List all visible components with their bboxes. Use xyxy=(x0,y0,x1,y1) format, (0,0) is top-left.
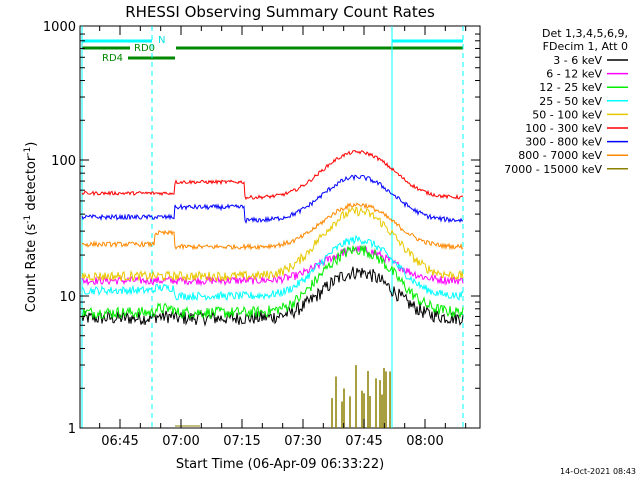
series-line xyxy=(81,234,464,302)
x-axis-label: Start Time (06-Apr-09 06:33:22) xyxy=(176,457,384,472)
legend-entry-label: 300 - 800 keV xyxy=(525,136,602,149)
series-line xyxy=(81,245,464,287)
x-tick-label: 07:15 xyxy=(223,434,260,449)
x-tick-label: 08:00 xyxy=(406,434,443,449)
y-tick-label: 100 xyxy=(51,154,76,169)
flag-n-label: N xyxy=(158,35,165,46)
y-axis-label-mid: detector xyxy=(24,155,39,215)
legend-entry-label: 100 - 300 keV xyxy=(525,122,602,135)
series-line xyxy=(81,266,464,327)
x-tick-label: 07:30 xyxy=(284,434,321,449)
y-tick-label: 10 xyxy=(59,290,76,305)
y-axis-label-main: Count Rate (s xyxy=(24,224,39,313)
legend-entry-label: 7000 - 15000 keV xyxy=(504,163,602,176)
timestamp: 14-Oct-2021 08:43 xyxy=(560,467,636,476)
y-axis-label-sup2: -1 xyxy=(23,147,33,156)
flag-rd0-label: RD0 xyxy=(134,43,155,54)
axes-layer: 1 10 100 1000 06:45 07:00 07:15 07:30 07:45 08:00 xyxy=(43,20,480,449)
series-line xyxy=(81,206,464,282)
series-line xyxy=(81,150,464,201)
time-markers xyxy=(81,26,464,428)
y-axis-label-end: ) xyxy=(24,142,39,147)
y-axis-label: Count Rate (s-1 detector-1) xyxy=(23,142,39,313)
series-line xyxy=(81,174,464,224)
legend-entry-label: 12 - 25 keV xyxy=(539,81,602,94)
y-axis-label-sup1: -1 xyxy=(23,215,33,224)
x-tick-label: 07:45 xyxy=(345,434,382,449)
chart-title: RHESSI Observing Summary Count Rates xyxy=(125,3,435,21)
legend-entry-label: 50 - 100 keV xyxy=(532,108,602,121)
flag-bars: N RD0 RD4 xyxy=(82,35,463,64)
legend: Det 1,3,4,5,6,9, FDecim 1, Att 0 3 - 6 k… xyxy=(504,27,628,176)
series-line xyxy=(81,202,464,251)
legend-entry-label: 6 - 12 keV xyxy=(546,68,602,81)
legend-header-line-1: Det 1,3,4,5,6,9, xyxy=(542,27,628,40)
x-tick-label: 06:45 xyxy=(101,434,138,449)
plot-frame xyxy=(79,25,481,429)
y-tick-label: 1000 xyxy=(43,20,76,35)
series-line xyxy=(81,245,464,320)
series-layer xyxy=(81,150,464,428)
legend-header-line-2: FDecim 1, Att 0 xyxy=(543,40,628,53)
legend-entry-label: 800 - 7000 keV xyxy=(518,149,602,162)
y-tick-label: 1 xyxy=(68,422,76,437)
x-tick-label: 07:00 xyxy=(162,434,199,449)
legend-entry-label: 25 - 50 keV xyxy=(539,95,602,108)
legend-entry-label: 3 - 6 keV xyxy=(553,54,602,67)
flag-rd4-label: RD4 xyxy=(102,53,123,64)
